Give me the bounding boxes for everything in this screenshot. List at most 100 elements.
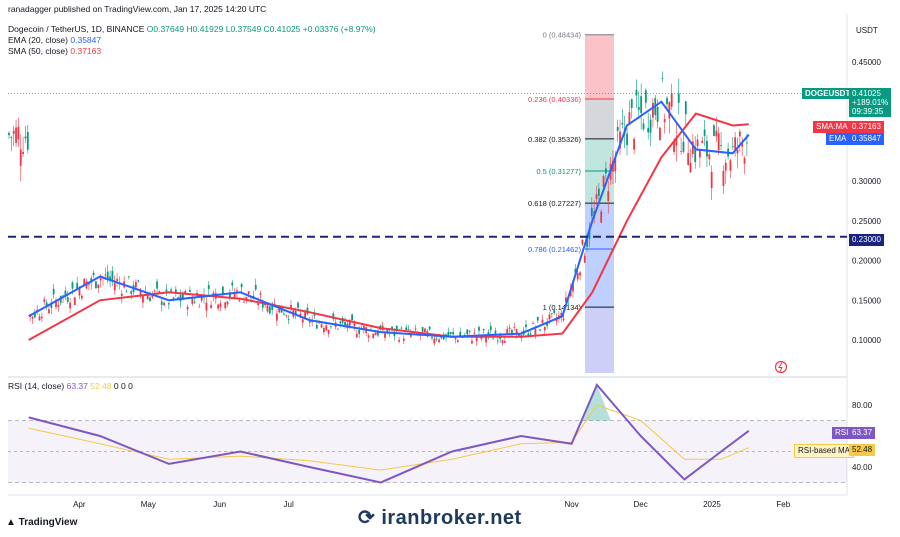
rsi-legend[interactable]: RSI (14, close) 63.37 52.48 0 0 0 — [8, 381, 133, 392]
rsi-ma-value: 52.48 — [90, 381, 112, 391]
candle-body — [205, 302, 208, 311]
pct-value: +189.01% — [852, 98, 889, 107]
symbol-title[interactable]: Dogecoin / TetherUS, 1D, BINANCE — [8, 24, 145, 34]
candle-body — [10, 137, 13, 138]
candle-body — [489, 326, 492, 331]
candle-body — [362, 325, 365, 330]
rsima-tag: RSI-based MA — [794, 444, 855, 458]
time-tick-label: 2025 — [703, 500, 721, 509]
candle-body — [386, 328, 389, 334]
candle-body — [647, 127, 650, 133]
candle-body — [724, 162, 727, 171]
symbol-price-tag[interactable]: DOGEUSDT — [802, 88, 854, 99]
candle-body — [374, 332, 377, 336]
candle-body — [261, 303, 264, 308]
candle-body — [189, 290, 191, 292]
candle-body — [323, 328, 325, 333]
candle-body — [433, 338, 436, 344]
ema-value: 0.35847 — [70, 35, 102, 45]
candle-body — [630, 99, 633, 109]
rsi-ma-line — [28, 404, 749, 471]
candle-body — [668, 102, 671, 119]
candle-body — [525, 324, 527, 328]
candle-body — [130, 291, 133, 294]
candle-body — [26, 132, 29, 150]
fib-zone — [585, 138, 614, 171]
rsi-tick-label: 40.00 — [852, 463, 873, 472]
tradingview-logo[interactable]: ▲ TradingView — [6, 517, 78, 528]
rsima-axis-tag: 52.48 — [849, 444, 876, 456]
candle-body — [99, 278, 102, 281]
candle-body — [649, 119, 652, 133]
rsi-overbought-fill — [583, 384, 611, 421]
time-tick-label: Feb — [776, 500, 790, 509]
candle-body — [600, 211, 603, 223]
watermark-logo: ⟳ iranbroker.net — [358, 507, 522, 529]
candle-body — [19, 149, 22, 166]
ema-axis-tag: 0.35847 — [849, 133, 884, 145]
candle-body — [315, 324, 318, 329]
candle-body — [348, 319, 351, 326]
price-tick-label: 0.15000 — [852, 296, 881, 305]
candle-body — [88, 283, 90, 285]
candle-body — [327, 329, 330, 335]
fib-level-label: 0.382 (0.35326) — [528, 135, 581, 144]
candle-body — [308, 320, 311, 323]
candle-body — [452, 332, 455, 335]
last-price-box: 0.41025 +189.01% 09:39:35 — [849, 88, 892, 117]
candle-body — [546, 322, 549, 327]
candle-body — [511, 329, 513, 334]
candle-body — [160, 301, 163, 305]
candle-body — [66, 297, 69, 302]
rsi-tag: RSI — [832, 427, 852, 439]
candle-body — [619, 131, 621, 149]
ema-line — [28, 100, 750, 338]
sma-legend[interactable]: SMA (50, close) 0.37163 — [8, 46, 101, 57]
candle-body — [508, 327, 511, 330]
candle-body — [344, 321, 346, 325]
candle-body — [583, 255, 586, 263]
candle-body — [424, 328, 426, 333]
candle-body — [532, 322, 534, 324]
candle-body — [694, 146, 697, 162]
candle-body — [50, 303, 53, 308]
candle-body — [212, 292, 215, 295]
candle-body — [687, 153, 690, 165]
candle-body — [435, 338, 438, 340]
hline-axis-value: 0.23000 — [852, 235, 881, 244]
candle-body — [391, 326, 393, 329]
candle-body — [355, 333, 358, 338]
candle-body — [715, 130, 718, 137]
candle-body — [560, 312, 563, 319]
candle-body — [236, 290, 238, 292]
candle-body — [184, 290, 187, 294]
candle-body — [153, 290, 156, 292]
rsi-value: 63.37 — [66, 381, 88, 391]
candle-body — [628, 112, 631, 125]
candle-body — [64, 290, 67, 297]
candle-body — [743, 158, 746, 164]
candle-body — [221, 286, 224, 294]
candle-body — [135, 281, 137, 288]
candle-body — [466, 329, 469, 335]
ema-legend[interactable]: EMA (20, close) 0.35847 — [8, 35, 101, 46]
candle-body — [661, 77, 664, 79]
fib-zone — [585, 34, 614, 100]
candle-body — [358, 329, 361, 334]
candle-body — [384, 333, 386, 338]
candle-body — [71, 282, 74, 289]
hline-axis-tag: 0.23000 — [849, 234, 884, 246]
fib-level-label: 0.236 (0.40336) — [528, 95, 581, 104]
candle-body — [746, 142, 748, 144]
candle-body — [104, 274, 107, 276]
candle-body — [553, 309, 556, 314]
candle-body — [55, 299, 57, 308]
candle-body — [555, 318, 558, 322]
candle-body — [738, 131, 741, 137]
candle-body — [644, 90, 647, 103]
alert-icon[interactable] — [774, 360, 788, 374]
candle-body — [330, 326, 332, 328]
candle-body — [142, 294, 144, 303]
candle-body — [217, 304, 220, 309]
time-tick-label: Jun — [213, 500, 226, 509]
